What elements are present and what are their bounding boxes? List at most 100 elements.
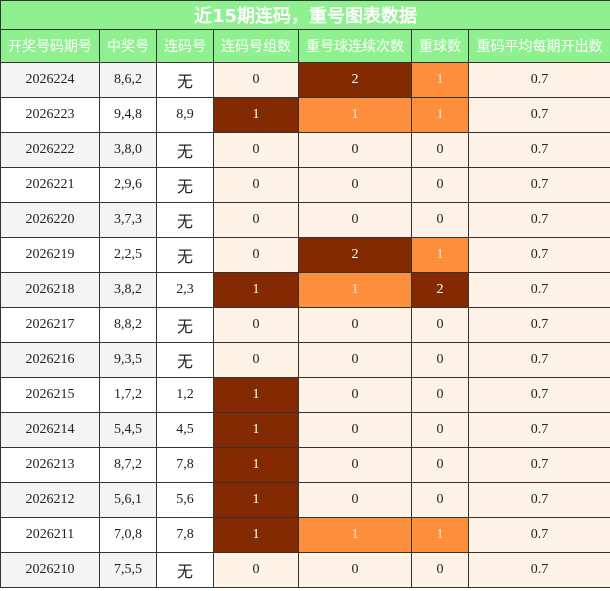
cell: 0 [298, 167, 412, 203]
cell: 1 [213, 482, 299, 518]
cell: 1 [411, 62, 469, 98]
cell: 8,9 [156, 97, 214, 133]
cell: 1,7,2 [99, 377, 157, 413]
table-row: 2026211 7,0,8 7,8 1 1 1 0.7 [0, 517, 610, 553]
cell: 1 [411, 97, 469, 133]
cell: 1 [411, 517, 469, 553]
cell: 2026212 [0, 482, 100, 518]
cell: 0 [298, 447, 412, 483]
cell: 0 [411, 167, 469, 203]
cell: 5,6 [156, 482, 214, 518]
cell: 0.7 [467, 377, 610, 413]
cell: 0.7 [467, 517, 610, 553]
column-header: 重码平均每期开出数 [467, 29, 610, 63]
cell: 7,8 [156, 517, 214, 553]
cell: 无 [156, 342, 214, 378]
cell: 0 [298, 412, 412, 448]
table-row: 2026218 3,8,2 2,3 1 1 2 0.7 [0, 272, 610, 308]
cell: 3,8,2 [99, 272, 157, 308]
table-row: 2026216 9,3,5 无 0 0 0 0.7 [0, 342, 610, 378]
cell: 1 [298, 272, 412, 308]
table-row: 2026223 9,4,8 8,9 1 1 1 0.7 [0, 97, 610, 133]
cell: 无 [156, 62, 214, 98]
cell: 无 [156, 167, 214, 203]
cell: 2 [298, 62, 412, 98]
table-row: 2026215 1,7,2 1,2 1 0 0 0.7 [0, 377, 610, 413]
cell: 7,5,5 [99, 552, 157, 588]
cell: 1 [213, 272, 299, 308]
cell: 0.7 [467, 342, 610, 378]
column-header: 重号球连续次数 [298, 29, 412, 63]
column-header: 连码号组数 [213, 29, 299, 63]
cell: 4,5 [156, 412, 214, 448]
cell: 0 [213, 167, 299, 203]
cell: 0.7 [467, 62, 610, 98]
cell: 0 [411, 132, 469, 168]
cell: 2026219 [0, 237, 100, 273]
cell: 0.7 [467, 202, 610, 238]
cell: 0 [411, 552, 469, 588]
table-row: 2026210 7,5,5 无 0 0 0 0.7 [0, 552, 610, 588]
table-row: 2026221 2,9,6 无 0 0 0 0.7 [0, 167, 610, 203]
cell: 5,4,5 [99, 412, 157, 448]
cell: 9,4,8 [99, 97, 157, 133]
cell: 0 [298, 552, 412, 588]
cell: 2,3 [156, 272, 214, 308]
cell: 0 [411, 342, 469, 378]
table-row: 2026212 5,6,1 5,6 1 0 0 0.7 [0, 482, 610, 518]
cell: 0 [213, 132, 299, 168]
cell: 0 [298, 132, 412, 168]
title-row: 近15期连码，重号图表数据 [0, 0, 610, 30]
cell: 2026211 [0, 517, 100, 553]
cell: 0 [411, 377, 469, 413]
table-row: 2026214 5,4,5 4,5 1 0 0 0.7 [0, 412, 610, 448]
cell: 0 [298, 202, 412, 238]
cell: 8,7,2 [99, 447, 157, 483]
cell: 1 [213, 97, 299, 133]
cell: 2026222 [0, 132, 100, 168]
cell: 2026220 [0, 202, 100, 238]
column-header: 连码号 [156, 29, 214, 63]
cell: 7,0,8 [99, 517, 157, 553]
cell: 1 [213, 412, 299, 448]
cell: 3,7,3 [99, 202, 157, 238]
cell: 0 [411, 447, 469, 483]
column-header: 中奖号 [99, 29, 157, 63]
cell: 0 [213, 342, 299, 378]
cell: 0 [411, 202, 469, 238]
cell: 2026214 [0, 412, 100, 448]
cell: 1 [213, 377, 299, 413]
table-row: 2026220 3,7,3 无 0 0 0 0.7 [0, 202, 610, 238]
cell: 0 [213, 237, 299, 273]
cell: 0.7 [467, 412, 610, 448]
cell: 5,6,1 [99, 482, 157, 518]
cell: 2026217 [0, 307, 100, 343]
cell: 2026216 [0, 342, 100, 378]
cell: 1,2 [156, 377, 214, 413]
cell: 1 [213, 447, 299, 483]
cell: 0 [213, 62, 299, 98]
cell: 1 [411, 237, 469, 273]
cell: 0 [213, 202, 299, 238]
cell: 0.7 [467, 237, 610, 273]
cell: 0.7 [467, 272, 610, 308]
cell: 0.7 [467, 167, 610, 203]
table-row: 2026213 8,7,2 7,8 1 0 0 0.7 [0, 447, 610, 483]
cell: 无 [156, 202, 214, 238]
cell: 0 [213, 307, 299, 343]
cell: 0 [213, 552, 299, 588]
cell: 1 [298, 97, 412, 133]
cell: 2026210 [0, 552, 100, 588]
cell: 9,3,5 [99, 342, 157, 378]
cell: 8,6,2 [99, 62, 157, 98]
cell: 7,8 [156, 447, 214, 483]
cell: 0 [411, 482, 469, 518]
cell: 0.7 [467, 552, 610, 588]
table-row: 2026217 8,8,2 无 0 0 0 0.7 [0, 307, 610, 343]
cell: 2,9,6 [99, 167, 157, 203]
cell: 2 [411, 272, 469, 308]
cell: 0 [298, 482, 412, 518]
cell: 0.7 [467, 97, 610, 133]
